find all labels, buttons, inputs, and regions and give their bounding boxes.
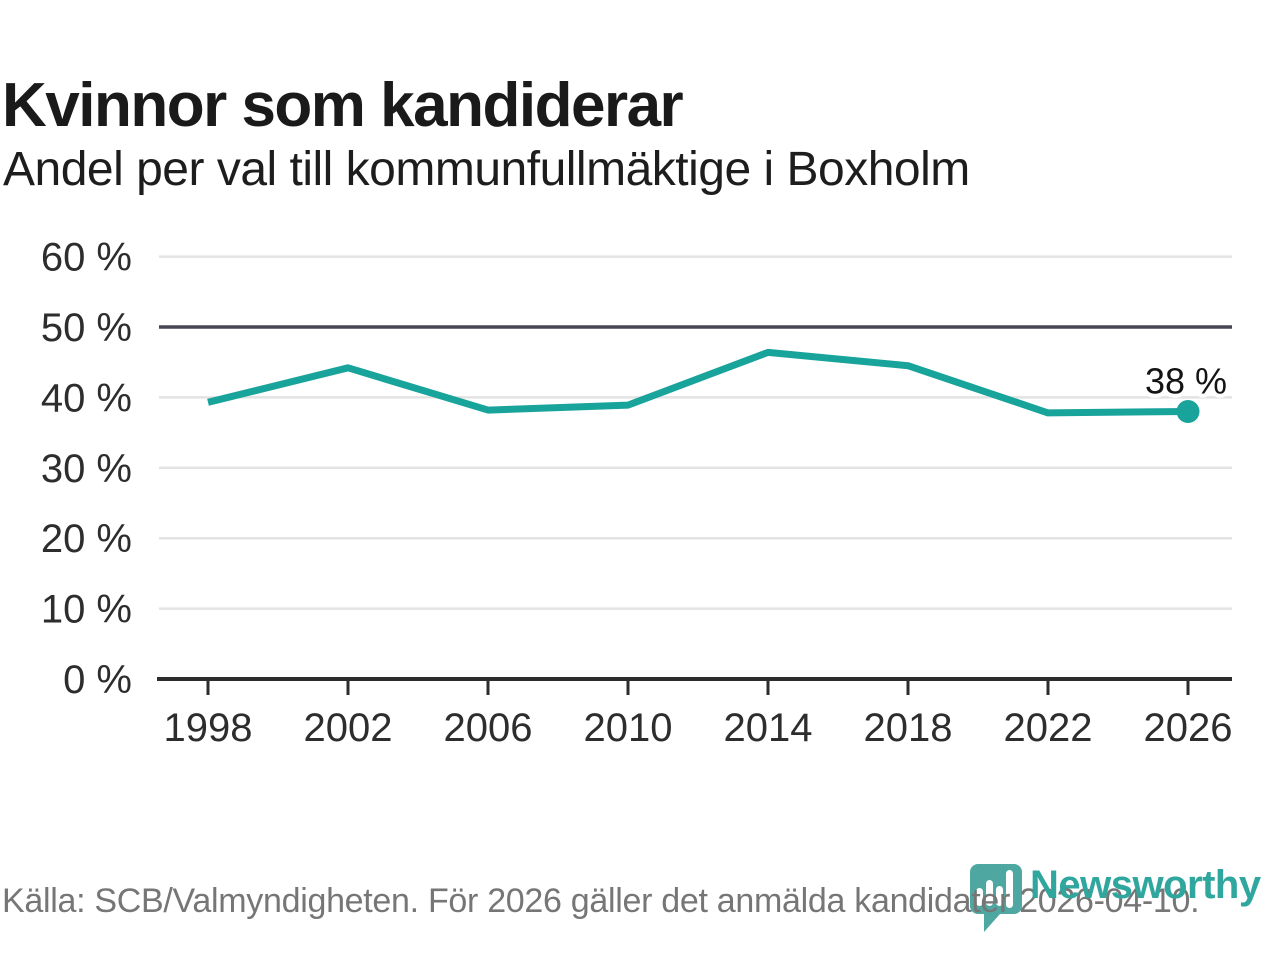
chart-subtitle: Andel per val till kommunfullmäktige i B… bbox=[3, 143, 970, 196]
y-axis-label: 0 % bbox=[63, 658, 132, 702]
end-point-marker bbox=[1176, 399, 1200, 423]
x-axis-label: 1998 bbox=[164, 706, 253, 750]
data-line bbox=[207, 348, 1189, 417]
logo-bar bbox=[986, 880, 993, 906]
y-axis-label: 30 % bbox=[41, 447, 132, 491]
y-axis-label: 10 % bbox=[41, 588, 132, 632]
x-axis-label: 2006 bbox=[444, 706, 533, 750]
x-axis-label: 2010 bbox=[584, 706, 673, 750]
y-axis-label: 20 % bbox=[41, 517, 132, 561]
end-value-label: 38 % bbox=[1145, 360, 1227, 401]
x-axis-label: 2002 bbox=[304, 706, 393, 750]
source-text: Källa: SCB/Valmyndigheten. För 2026 gäll… bbox=[2, 882, 1200, 920]
x-axis-label: 2022 bbox=[1004, 706, 1093, 750]
x-axis-label: 2018 bbox=[864, 706, 953, 750]
logo-bar bbox=[976, 888, 983, 906]
x-axis-label: 2014 bbox=[724, 706, 813, 750]
newsworthy-wordmark: Newsworthy bbox=[1030, 863, 1261, 907]
x-axis-label: 2026 bbox=[1144, 706, 1233, 750]
logo-bar bbox=[1006, 870, 1013, 908]
logo-bar bbox=[996, 886, 1003, 906]
y-axis-label: 40 % bbox=[41, 376, 132, 420]
y-axis-label: 50 % bbox=[41, 306, 132, 350]
chart-title: Kvinnor som kandiderar bbox=[2, 70, 684, 140]
newsworthy-logo-icon bbox=[970, 864, 1022, 932]
y-axis-label: 60 % bbox=[41, 236, 132, 280]
